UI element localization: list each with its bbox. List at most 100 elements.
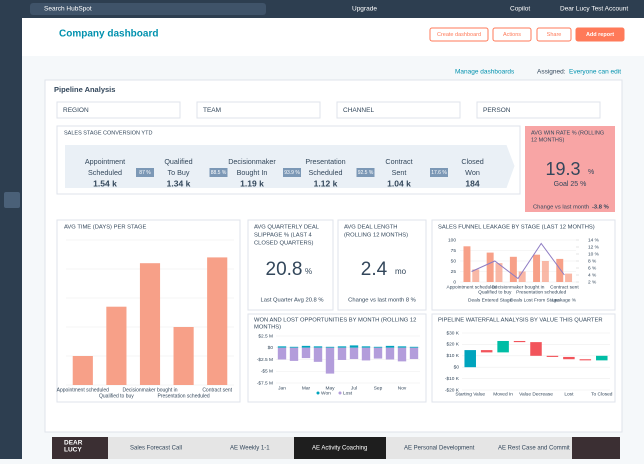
button[interactable] <box>575 27 625 42</box>
label: AVG QUARTERLY DEAL <box>254 225 320 231</box>
bar <box>106 306 127 385</box>
y-tick-label: $0 <box>454 364 460 370</box>
bar <box>289 346 299 348</box>
stage-shape <box>285 145 368 188</box>
bar <box>349 347 359 360</box>
label: % <box>305 267 312 276</box>
bar <box>409 346 419 348</box>
legend-swatch <box>316 391 320 395</box>
tab[interactable]: AE Personal Development <box>404 446 475 452</box>
filter-label[interactable]: TEAM <box>203 107 221 114</box>
legend-label: Deals Entered Stage <box>468 297 513 303</box>
filter-label[interactable]: CHANNEL <box>343 107 374 114</box>
kpi: 20.8 <box>266 259 303 280</box>
label[interactable]: Manage dashboards <box>455 69 515 76</box>
bar <box>480 350 493 353</box>
y-tick-label: $10 K <box>446 353 459 359</box>
label: Closed <box>461 157 483 166</box>
label[interactable]: Search HubSpot <box>44 6 92 13</box>
rate-box <box>136 168 154 177</box>
label: Last Quarter Avg 20.8 % <box>260 298 323 304</box>
bar <box>533 254 541 282</box>
card <box>337 219 427 311</box>
label: Bought In <box>237 168 268 177</box>
label: Won <box>465 168 480 177</box>
search-box[interactable] <box>30 3 266 15</box>
label: Change vs last month 8 % <box>348 298 416 304</box>
bar <box>495 263 503 282</box>
label: MONTHS) <box>254 325 281 331</box>
bar <box>509 256 517 282</box>
button-label[interactable]: Add report <box>586 32 614 38</box>
bar <box>596 355 608 361</box>
label: 184 <box>465 178 479 188</box>
rate-box <box>209 168 228 177</box>
y-tick-label: 0 <box>453 279 456 285</box>
legend-swatch <box>338 391 342 395</box>
button-label[interactable]: Share <box>547 32 562 38</box>
x-tick-label: Starting Value <box>455 391 485 397</box>
y-tick-label: -$20 K <box>445 387 460 393</box>
filter[interactable] <box>336 101 461 119</box>
x-tick-label: Contract sent <box>202 387 232 393</box>
filter-label[interactable]: REGION <box>63 107 89 114</box>
bar <box>409 347 419 360</box>
bar <box>173 327 194 385</box>
bar <box>72 356 93 385</box>
label[interactable]: Dear Lucy Test Account <box>560 6 628 13</box>
x-tick-label: Appointment scheduled <box>57 387 109 393</box>
bar <box>301 347 311 359</box>
label: % <box>588 169 594 176</box>
filter[interactable] <box>56 101 181 119</box>
bar <box>579 359 592 361</box>
label[interactable]: Copilot <box>510 6 530 13</box>
bar <box>556 258 564 282</box>
tab[interactable]: AE Rest Case and Commit <box>498 446 570 452</box>
bar <box>337 347 347 360</box>
bar <box>385 347 395 360</box>
x-tick-label: Jul <box>351 385 357 391</box>
legend-label: Lost <box>343 390 353 396</box>
tab-active[interactable] <box>294 437 386 459</box>
bar <box>361 346 371 348</box>
win-rate-card <box>525 126 615 212</box>
y-tick-label: $20 K <box>446 342 459 348</box>
label: Contract <box>385 157 412 166</box>
filter-label[interactable]: PERSON <box>483 107 511 114</box>
button[interactable] <box>492 27 532 42</box>
bar <box>397 347 407 362</box>
tab[interactable]: AE Weekly 1-1 <box>230 446 270 452</box>
legend-label: Deals Lost From Stage <box>510 297 559 303</box>
bar <box>289 347 299 361</box>
x-tick-label: Value Decrease <box>519 391 553 397</box>
label[interactable]: Everyone can edit <box>569 69 621 76</box>
filter[interactable] <box>476 101 601 119</box>
bar <box>497 340 509 353</box>
button[interactable] <box>536 27 572 42</box>
label: Assigned: <box>537 69 566 76</box>
button-label[interactable]: Create dashboard <box>437 32 481 38</box>
label[interactable]: Upgrade <box>352 6 377 13</box>
stage-shape <box>212 145 294 188</box>
y-tick-label: 25 <box>451 269 457 275</box>
button-label[interactable]: Actions <box>503 32 521 38</box>
label: 93.9 % <box>284 170 300 176</box>
tab[interactable]: Sales Forecast Call <box>130 446 182 452</box>
label: -3.8 % <box>592 205 609 211</box>
y2-tick-label: 4 % <box>588 272 597 278</box>
label: DEAR <box>64 440 83 447</box>
label: Change vs last month <box>533 205 589 211</box>
label: SLIPPAGE % (LAST 4 <box>254 233 313 239</box>
bar <box>541 261 549 282</box>
label: CLOSED QUARTERS) <box>254 241 314 247</box>
button[interactable] <box>429 27 489 42</box>
bar <box>472 269 480 282</box>
x-tick-label: Decisionmaker bought in <box>122 387 177 393</box>
stage-shape <box>359 145 441 188</box>
bar <box>373 346 383 348</box>
filter[interactable] <box>196 101 321 119</box>
legend-label: Won <box>321 390 331 396</box>
tab[interactable]: AE Activity Coaching <box>312 446 367 452</box>
y-tick-label: -$2.5 M <box>257 357 273 363</box>
y2-tick-label: 6 % <box>588 265 597 271</box>
